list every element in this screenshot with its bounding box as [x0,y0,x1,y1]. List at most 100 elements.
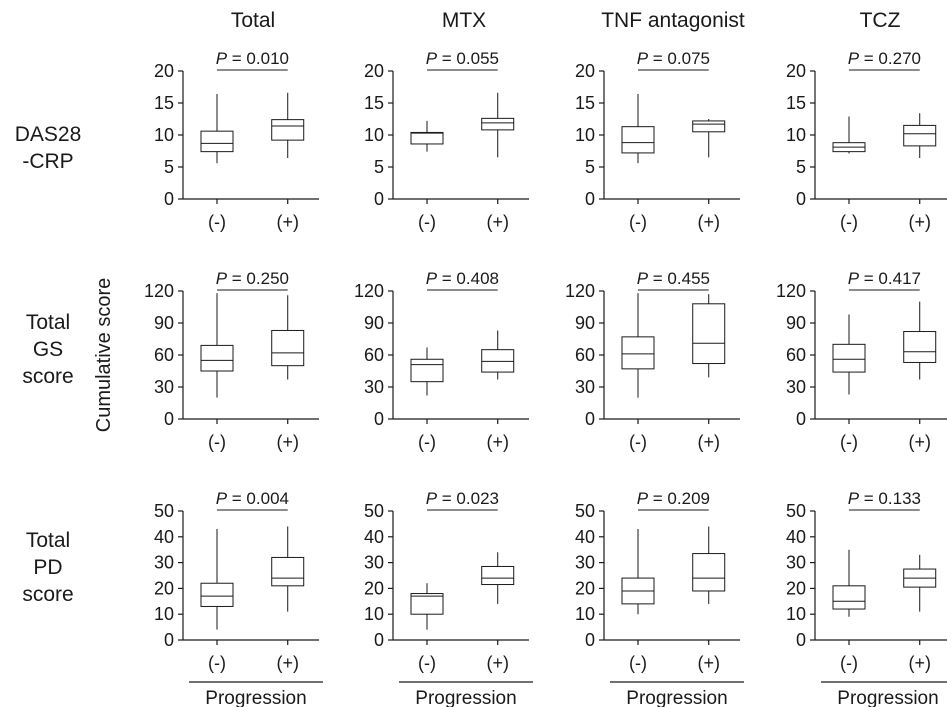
p-value-text: = 0.250 [227,269,289,288]
box-iqr [271,556,305,587]
p-value-label: P = 0.250 [216,269,289,288]
column-title-total: Total [231,9,275,32]
y-tick-label: 0 [585,189,595,209]
progression-label: Progression [837,688,938,707]
p-value-symbol: P [637,489,649,508]
y-tick-label: 15 [364,93,384,113]
x-category-label: (-) [208,212,226,232]
p-value-label: P = 0.133 [848,489,921,508]
y-tick-label: 50 [786,501,806,521]
row-label-pd-line1: Total [26,529,70,552]
p-value-symbol: P [216,49,228,68]
box-iqr [481,349,515,373]
y-tick-label: 90 [575,313,595,333]
y-tick-label: 15 [575,93,595,113]
panel-r1-c1: 0 30 60 90 120 (-) (+) P = 0.408 [354,269,529,452]
y-tick-label: 90 [154,313,174,333]
y-tick-label: 10 [575,125,595,145]
x-category-label: (-) [418,432,436,452]
y-tick-label: 30 [786,553,806,573]
y-tick-label: 0 [164,409,174,429]
p-value-text: = 0.055 [437,49,499,68]
box-iqr [271,119,305,141]
y-tick-label: 20 [154,578,174,598]
y-tick-label: 20 [154,61,174,81]
y-tick-label: 5 [585,157,595,177]
panel-r1-c2: 0 30 60 90 120 (-) (+) P = 0.455 [565,269,740,452]
column-title-tcz: TCZ [860,9,901,32]
x-category-label: (+) [276,432,299,452]
y-tick-label: 20 [786,61,806,81]
y-tick-label: 30 [364,553,384,573]
x-category-label: (+) [486,212,509,232]
y-tick-label: 10 [154,125,174,145]
x-category-label: (-) [629,653,647,673]
y-tick-label: 0 [164,630,174,650]
y-tick-label: 20 [575,61,595,81]
x-category-label: (-) [208,432,226,452]
y-tick-label: 50 [154,501,174,521]
row-label-gs-line2: GS [33,338,63,361]
panel-r2-c3: 0 10 20 30 40 50 (-) (+) P = 0.133 Progression [786,489,947,707]
p-value-text: = 0.010 [227,49,289,68]
panel-r0-c0: 0 5 10 15 20 (-) (+) P = 0.010 [154,49,319,232]
y-tick-label: 20 [786,578,806,598]
x-category-label: (-) [629,432,647,452]
y-tick-label: 120 [144,281,174,301]
y-tick-label: 40 [364,527,384,547]
y-tick-label: 90 [786,313,806,333]
p-value-label: P = 0.417 [848,269,921,288]
p-value-symbol: P [426,49,438,68]
box-iqr [832,585,866,610]
y-tick-label: 40 [786,527,806,547]
p-value-text: = 0.133 [859,489,921,508]
y-tick-label: 15 [154,93,174,113]
y-tick-label: 20 [364,578,384,598]
y-tick-label: 50 [575,501,595,521]
y-tick-label: 0 [164,189,174,209]
box-iqr [621,126,655,154]
box-iqr [200,130,234,153]
y-tick-label: 40 [575,527,595,547]
y-tick-label: 60 [786,345,806,365]
p-value-label: P = 0.209 [637,489,710,508]
box-iqr [621,336,655,370]
y-tick-label: 30 [575,553,595,573]
p-value-symbol: P [216,489,228,508]
x-category-label: (-) [418,212,436,232]
row-label-pd-line3: score [22,583,73,606]
y-tick-label: 15 [786,93,806,113]
x-category-label: (+) [908,432,931,452]
panel-r0-c1: 0 5 10 15 20 (-) (+) P = 0.055 [364,49,529,232]
y-tick-label: 120 [776,281,806,301]
p-value-text: = 0.417 [859,269,921,288]
y-tick-label: 0 [796,409,806,429]
p-value-label: P = 0.075 [637,49,710,68]
row-label-pd-line2: PD [33,556,62,579]
p-value-label: P = 0.408 [426,269,499,288]
row-label-gs-line3: score [22,365,73,388]
row-label-das28-line2: -CRP [22,150,73,173]
y-tick-label: 20 [364,61,384,81]
x-category-label: (+) [697,653,720,673]
p-value-text: = 0.004 [227,489,289,508]
y-tick-label: 5 [796,157,806,177]
box-iqr [410,593,444,615]
y-tick-label: 60 [364,345,384,365]
panel-r0-c3: 0 5 10 15 20 (-) (+) P = 0.270 [786,49,947,232]
box-iqr [481,565,515,586]
panel-r2-c0: 0 10 20 30 40 50 (-) (+) P = 0.004 Progression [154,489,323,707]
progression-label: Progression [205,688,306,707]
y-tick-label: 50 [364,501,384,521]
box-iqr [410,358,444,383]
p-value-text: = 0.209 [648,489,710,508]
y-tick-label: 0 [585,409,595,429]
panel-r1-c0: 0 30 60 90 120 (-) (+) P = 0.250 [144,269,319,452]
y-axis-label: Cumulative score [93,278,115,433]
y-tick-label: 30 [575,377,595,397]
y-tick-label: 60 [154,345,174,365]
x-category-label: (+) [486,432,509,452]
panel-r2-c2: 0 10 20 30 40 50 (-) (+) P = 0.209 Progression [575,489,744,707]
column-title-tnf-antagonist: TNF antagonist [601,9,745,32]
